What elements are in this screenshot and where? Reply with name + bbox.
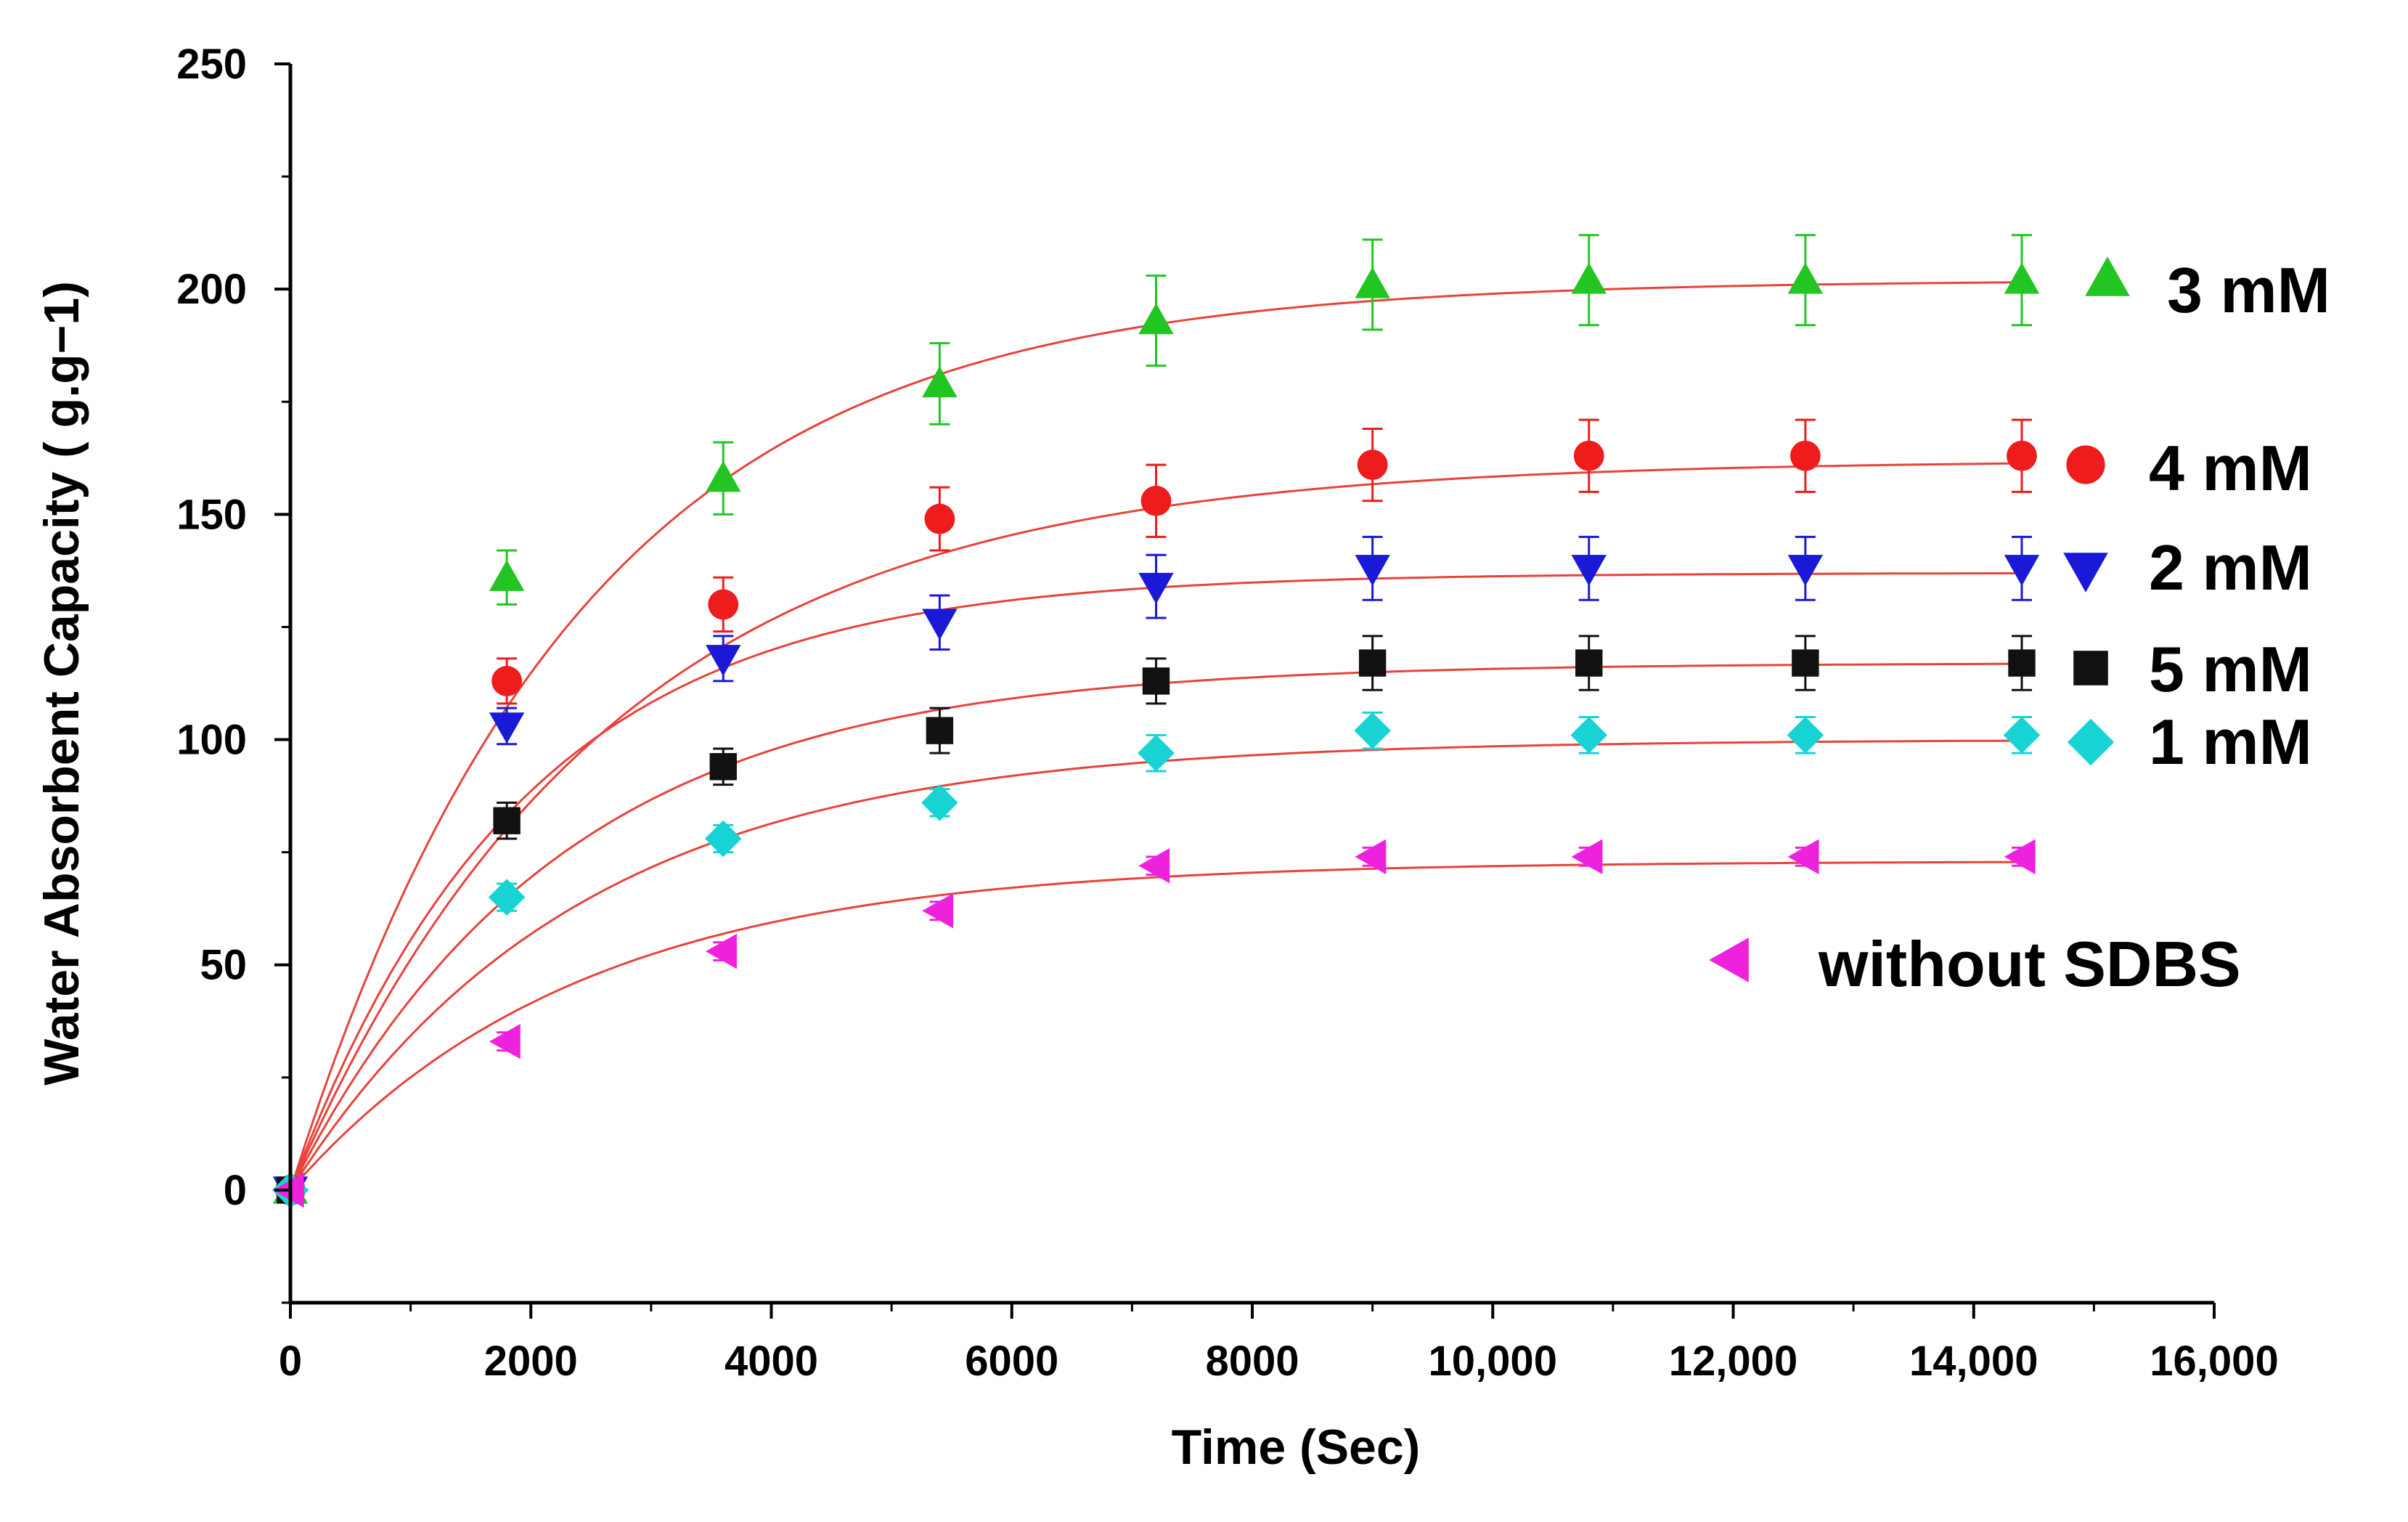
- legend-label: 1 mM: [2149, 706, 2312, 778]
- data-point: [922, 609, 958, 640]
- legend-label: 4 mM: [2149, 432, 2312, 504]
- data-point: [1575, 649, 1603, 677]
- data-point: [706, 645, 741, 677]
- data-point: [2004, 262, 2040, 294]
- y-axis-title: Water Absorbent Capacity ( g.g−1): [34, 281, 89, 1086]
- data-point: [926, 717, 954, 744]
- data-point: [1571, 262, 1607, 294]
- data-point: [1138, 572, 1174, 604]
- data-point: [1571, 839, 1603, 875]
- y-tick-label: 150: [176, 491, 247, 538]
- y-tick-label: 200: [176, 266, 247, 313]
- x-tick-label: 14,000: [1909, 1338, 2038, 1385]
- data-point: [1573, 440, 1604, 471]
- x-tick-label: 2000: [484, 1338, 578, 1385]
- legend-marker: [2063, 553, 2108, 593]
- data-point: [1354, 712, 1391, 749]
- axes: 0 2000 4000 6000 8000 10,000 12,000 14,000 16,00…: [176, 41, 2278, 1385]
- legend-marker: [2066, 445, 2105, 484]
- y-tick-label: 50: [200, 942, 247, 989]
- legend-item: without SDBS: [1709, 928, 2241, 1000]
- data-point: [922, 893, 954, 929]
- data-point: [493, 807, 521, 834]
- data-point: [924, 503, 955, 534]
- y-tick-label: 250: [176, 41, 247, 88]
- legend-label: 3 mM: [2167, 254, 2330, 326]
- data-point: [488, 879, 526, 916]
- data-point: [1571, 555, 1607, 587]
- fit-curve-5: [289, 860, 2023, 1191]
- data-point: [1570, 717, 1608, 754]
- data-point: [2004, 839, 2036, 875]
- legend-item: 5 mM: [2073, 633, 2312, 705]
- data-point: [1358, 649, 1387, 677]
- x-tick-label: 16,000: [2150, 1338, 2278, 1385]
- x-tick-label: 10,000: [1429, 1338, 1557, 1385]
- data-point: [2008, 649, 2036, 677]
- data-point: [491, 665, 523, 696]
- data-point: [2003, 717, 2041, 754]
- data-point: [2004, 555, 2040, 587]
- data-point: [1355, 555, 1390, 587]
- data-point: [1787, 262, 1824, 294]
- legend: 3 mM 4 mM 2 mM 5 mM1 mM without SDBS: [1709, 254, 2330, 1000]
- x-tick-label: 6000: [965, 1338, 1058, 1385]
- data-point: [1789, 440, 1821, 471]
- data-point: [489, 1023, 521, 1059]
- data-point: [708, 589, 739, 620]
- data-point: [1787, 839, 1819, 875]
- legend-marker: [2067, 718, 2115, 766]
- x-tick-label: 0: [279, 1338, 302, 1385]
- legend-marker: [2085, 256, 2130, 296]
- data-point: [922, 366, 958, 398]
- data-markers: [272, 262, 2041, 1209]
- data-point: [1138, 848, 1170, 884]
- data-point: [1792, 649, 1819, 677]
- legend-item: 3 mM: [2085, 254, 2330, 326]
- legend-marker: [2073, 651, 2108, 685]
- legend-label: 5 mM: [2149, 633, 2312, 705]
- data-point: [706, 460, 741, 492]
- x-tick-label: 8000: [1205, 1338, 1299, 1385]
- data-point: [1140, 485, 1172, 516]
- data-point: [1357, 449, 1388, 481]
- legend-label: without SDBS: [1818, 928, 2241, 1000]
- y-tick-label: 0: [224, 1167, 247, 1214]
- data-point: [489, 560, 525, 591]
- data-point: [1138, 734, 1175, 772]
- x-tick-label: 4000: [725, 1338, 818, 1385]
- legend-item: 4 mM: [2066, 432, 2312, 504]
- data-point: [921, 784, 958, 821]
- legend-label: 2 mM: [2149, 532, 2312, 603]
- data-point: [709, 753, 737, 781]
- data-point: [1355, 839, 1387, 875]
- data-point: [2007, 440, 2037, 471]
- data-point: [704, 820, 742, 858]
- legend-marker: [1709, 937, 1749, 982]
- data-point: [706, 933, 737, 969]
- data-point: [1138, 303, 1174, 335]
- legend-item: 2 mM: [2063, 532, 2312, 603]
- data-point: [1787, 555, 1824, 587]
- data-point: [1142, 667, 1170, 695]
- data-point: [1355, 266, 1390, 298]
- data-point: [1787, 717, 1824, 754]
- data-point: [489, 712, 525, 744]
- y-tick-label: 100: [176, 717, 247, 764]
- x-tick-label: 12,000: [1669, 1338, 1797, 1385]
- x-axis-title: Time (Sec): [1172, 1420, 1421, 1475]
- legend-item: 1 mM: [2067, 706, 2312, 778]
- fit-curve-4: [289, 739, 2023, 1191]
